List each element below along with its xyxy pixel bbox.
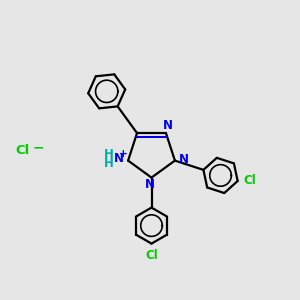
Text: N: N [145, 178, 155, 191]
Text: +: + [119, 149, 128, 159]
Text: H: H [104, 157, 113, 170]
Text: −: − [32, 140, 44, 154]
Text: N: N [179, 153, 189, 166]
Text: N: N [114, 152, 124, 165]
Text: Cl: Cl [15, 143, 30, 157]
Text: H: H [104, 148, 113, 161]
Text: Cl: Cl [145, 249, 158, 262]
Text: Cl: Cl [243, 175, 256, 188]
Text: N: N [163, 119, 172, 132]
